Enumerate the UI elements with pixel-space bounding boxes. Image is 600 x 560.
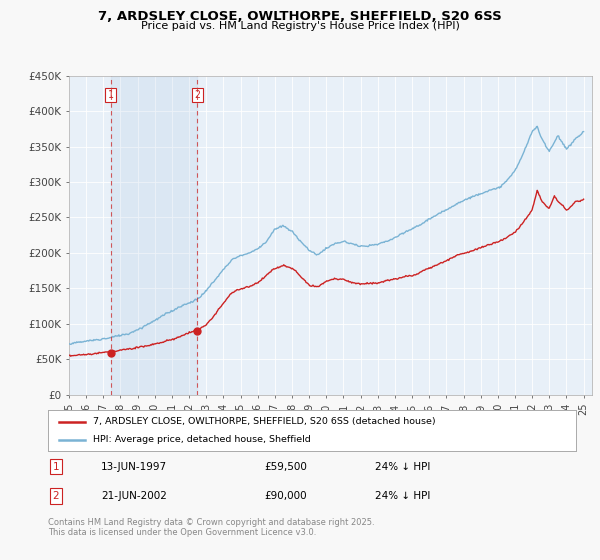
Text: 1: 1 [108,90,114,100]
Text: Contains HM Land Registry data © Crown copyright and database right 2025.
This d: Contains HM Land Registry data © Crown c… [48,518,374,538]
Bar [111,76,197,395]
Text: £90,000: £90,000 [265,491,307,501]
Text: 2: 2 [194,90,200,100]
Text: HPI: Average price, detached house, Sheffield: HPI: Average price, detached house, Shef… [93,435,311,444]
Text: 2: 2 [53,491,59,501]
Text: 13-JUN-1997: 13-JUN-1997 [101,461,167,472]
Text: 7, ARDSLEY CLOSE, OWLTHORPE, SHEFFIELD, S20 6SS: 7, ARDSLEY CLOSE, OWLTHORPE, SHEFFIELD, … [98,10,502,23]
Text: 1: 1 [53,461,59,472]
Text: Price paid vs. HM Land Registry's House Price Index (HPI): Price paid vs. HM Land Registry's House … [140,21,460,31]
Text: 7, ARDSLEY CLOSE, OWLTHORPE, SHEFFIELD, S20 6SS (detached house): 7, ARDSLEY CLOSE, OWLTHORPE, SHEFFIELD, … [93,417,436,426]
Text: £59,500: £59,500 [265,461,307,472]
Text: 21-JUN-2002: 21-JUN-2002 [101,491,167,501]
Text: 24% ↓ HPI: 24% ↓ HPI [376,491,431,501]
Text: 24% ↓ HPI: 24% ↓ HPI [376,461,431,472]
